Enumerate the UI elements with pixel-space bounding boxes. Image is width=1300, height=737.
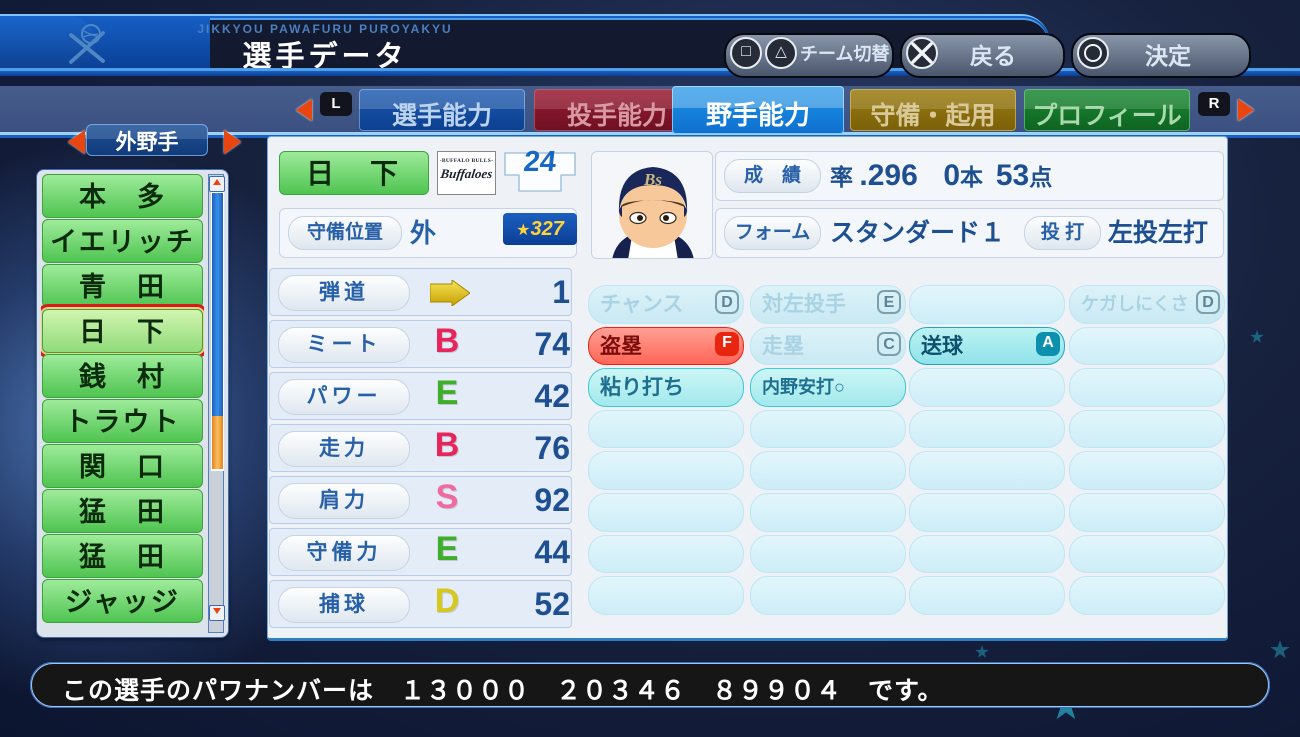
svg-text:Bs: Bs <box>643 170 662 189</box>
